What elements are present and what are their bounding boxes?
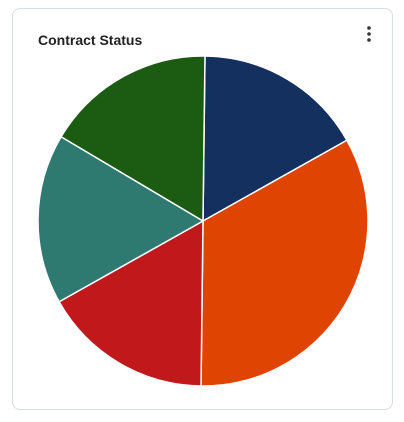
pie-slice [200,139,369,387]
chart-title: Contract Status [38,32,143,48]
pie-slice [37,135,205,303]
menu-button[interactable] [366,25,372,43]
pie-slice [60,55,206,223]
pie-slice [202,55,348,223]
pie-slice [58,219,204,387]
